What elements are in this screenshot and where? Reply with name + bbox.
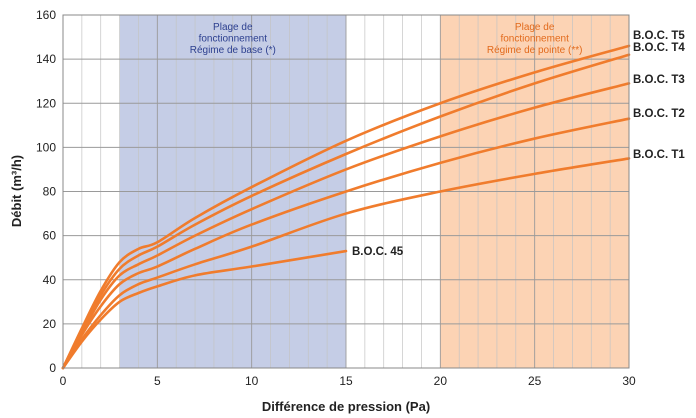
x-tick-label: 10 bbox=[245, 374, 259, 388]
y-tick-label: 120 bbox=[36, 96, 56, 110]
x-tick-label: 30 bbox=[622, 374, 636, 388]
series-label: B.O.C. T4 bbox=[633, 42, 685, 54]
y-tick-label: 80 bbox=[43, 185, 57, 199]
x-tick-label: 20 bbox=[434, 374, 448, 388]
y-tick-label: 20 bbox=[43, 317, 57, 331]
y-tick-label: 160 bbox=[36, 8, 56, 22]
y-tick-label: 100 bbox=[36, 140, 56, 154]
series-label: B.O.C. T1 bbox=[633, 149, 685, 161]
series-label: B.O.C. T2 bbox=[633, 108, 685, 120]
grid bbox=[63, 15, 629, 368]
series-line bbox=[61, 82, 631, 370]
series-line bbox=[61, 249, 348, 370]
series-label: B.O.C. T5 bbox=[633, 30, 685, 42]
axes: 0 5 10 15 20 25 30 0 20 40 60 80 100 120 140 160 bbox=[36, 8, 636, 388]
series-line bbox=[61, 117, 631, 370]
y-tick-label: 140 bbox=[36, 52, 56, 66]
x-tick-label: 5 bbox=[154, 374, 161, 388]
series-line bbox=[61, 53, 631, 370]
zone-label-line: Régime de pointe (**) bbox=[487, 45, 583, 56]
y-tick-label: 40 bbox=[43, 273, 57, 287]
y-axis-title: Débit (m³/h) bbox=[9, 155, 24, 227]
x-tick-label: 0 bbox=[60, 374, 67, 388]
zone-label-line: Plage de bbox=[515, 22, 555, 33]
series-line bbox=[61, 44, 631, 370]
zone-label-line: fonctionnement bbox=[199, 34, 268, 45]
zone-label-line: fonctionnement bbox=[500, 34, 569, 45]
series-labels: B.O.C. 45 B.O.C. T1 B.O.C. T2 B.O.C. T3 B.O.… bbox=[352, 30, 685, 258]
x-axis-title: Différence de pression (Pa) bbox=[262, 399, 430, 414]
x-tick-label: 15 bbox=[339, 374, 353, 388]
series-label: B.O.C. 45 bbox=[352, 246, 404, 258]
zone-label-line: Régime de base (*) bbox=[190, 45, 276, 56]
zone-label-line: Plage de bbox=[213, 22, 253, 33]
plot-frame bbox=[62, 14, 630, 369]
y-tick-label: 0 bbox=[49, 361, 56, 375]
y-tick-label: 60 bbox=[43, 229, 57, 243]
x-tick-label: 25 bbox=[528, 374, 542, 388]
series-label: B.O.C. T3 bbox=[633, 74, 685, 86]
series-lines bbox=[61, 44, 631, 370]
series-line bbox=[61, 157, 631, 370]
